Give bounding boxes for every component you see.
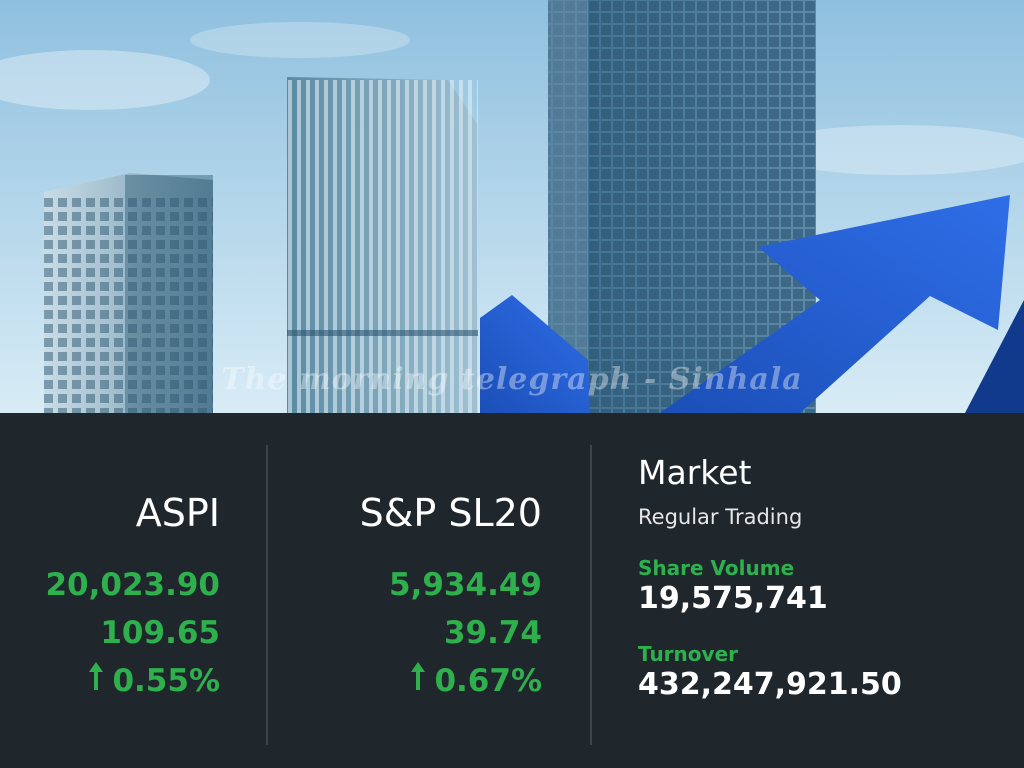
column-divider [590,445,592,745]
growth-arrow-large [660,195,1010,413]
arrow-edge [965,300,1024,413]
growth-arrow-small [480,295,590,413]
share-volume-value: 19,575,741 [638,581,828,616]
turnover-value: 432,247,921.50 [638,667,902,702]
index-change: 109.65 [100,615,220,651]
watermark-text: The morning telegraph - Sinhala [221,362,803,397]
index-name: S&P SL20 [359,491,542,535]
market-session: Regular Trading [638,505,803,529]
market-summary-panel: ASPI 20,023.90 109.65 0.55% S&P SL20 5,9… [0,413,1024,768]
index-percent: 0.55% [112,663,220,699]
market-info-block: Market Regular Trading Share Volume 19,5… [638,453,1008,703]
city-skyline-illustration [0,0,1024,413]
index-name: ASPI [135,491,220,535]
index-percent-row: 0.67% [320,657,542,705]
building-left [44,173,213,413]
index-value: 20,023.90 [45,567,220,603]
hero-image: The morning telegraph - Sinhala [0,0,1024,413]
sl20-index-block: S&P SL20 5,934.49 39.74 0.67% [320,491,542,705]
index-change: 39.74 [443,615,542,651]
building-middle [287,77,478,413]
column-divider [266,445,268,745]
market-title: Market [638,453,752,492]
turnover-label: Turnover [638,642,738,666]
index-percent: 0.67% [434,663,542,699]
arrow-up-icon [88,657,104,705]
aspi-index-block: ASPI 20,023.90 109.65 0.55% [40,491,220,705]
share-volume-label: Share Volume [638,556,795,580]
index-value: 5,934.49 [389,567,542,603]
index-percent-row: 0.55% [40,657,220,705]
arrow-up-icon [410,657,426,705]
